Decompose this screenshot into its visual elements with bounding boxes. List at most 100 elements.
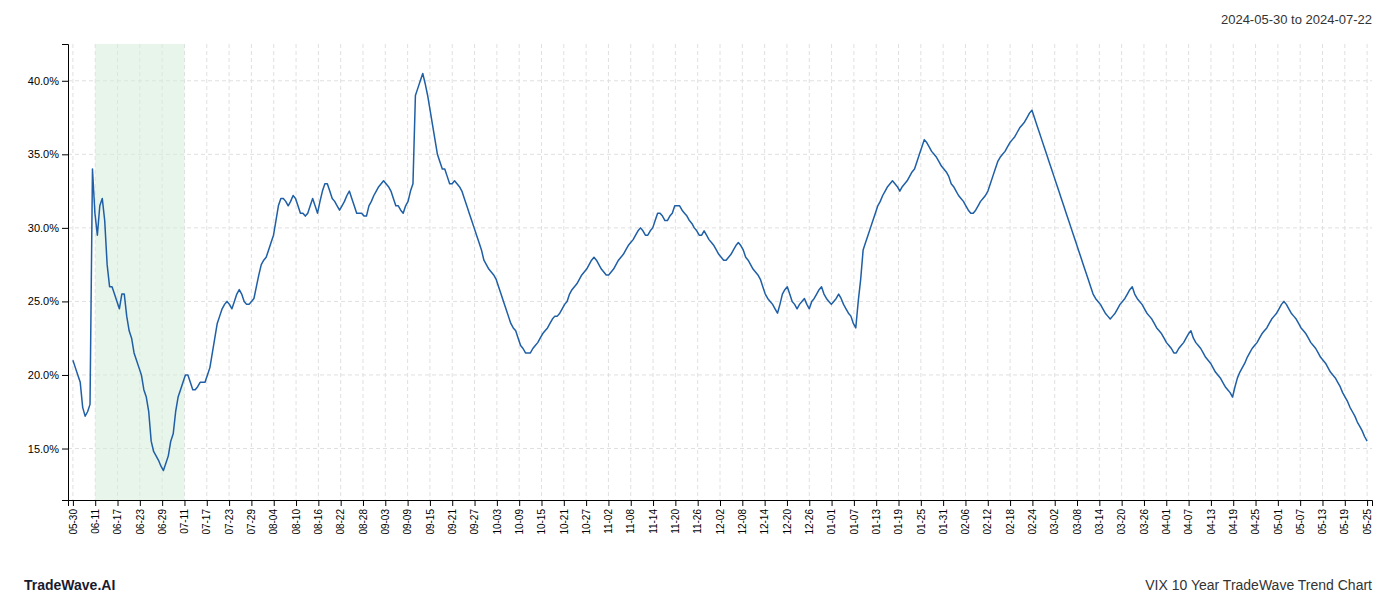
x-tick-label: 11-20 [670, 509, 681, 534]
x-tick-label: 06-23 [135, 509, 146, 535]
x-tick-label: 05-25 [1362, 509, 1373, 535]
x-tick: 07-17 [201, 500, 212, 535]
y-tick-mark [62, 228, 68, 229]
x-tick-mark [1055, 500, 1056, 506]
x-tick-label: 12-26 [804, 509, 815, 535]
y-tick-mark [62, 375, 68, 376]
x-tick-label: 05-13 [1317, 509, 1328, 535]
grid-line-y [68, 154, 1372, 155]
x-tick-label: 10-27 [581, 509, 592, 535]
x-tick-mark [765, 500, 766, 506]
x-tick-mark [318, 500, 319, 506]
y-tick-mark [62, 301, 68, 302]
x-tick-mark [363, 500, 364, 506]
grid-line-x [1077, 44, 1078, 500]
x-tick: 07-11 [179, 500, 190, 534]
grid-line-x [1188, 44, 1189, 500]
x-tick-mark [876, 500, 877, 506]
x-tick: 12-08 [737, 500, 748, 535]
x-tick: 09-27 [469, 500, 480, 535]
x-tick-label: 02-12 [982, 509, 993, 535]
x-tick-label: 04-01 [1161, 509, 1172, 535]
grid-line-x [1233, 44, 1234, 500]
x-tick-mark [1211, 500, 1212, 506]
x-axis-line [69, 501, 1373, 507]
x-tick-mark [1278, 500, 1279, 506]
x-tick: 09-09 [402, 500, 413, 535]
x-tick-mark [162, 500, 163, 506]
x-tick-mark [809, 500, 810, 506]
x-tick: 09-03 [380, 500, 391, 535]
x-tick-label: 08-28 [358, 509, 369, 535]
grid-line-x [1010, 44, 1011, 500]
x-tick-label: 02-24 [1027, 509, 1038, 535]
grid-line-x [385, 44, 386, 500]
y-tick-label: 30.0% [28, 222, 59, 234]
y-tick: 25.0% [28, 295, 68, 307]
x-tick: 04-19 [1228, 500, 1239, 535]
x-tick: 03-26 [1139, 500, 1150, 535]
x-tick: 01-19 [893, 500, 904, 535]
grid-line-x [675, 44, 676, 500]
x-tick-label: 08-04 [268, 509, 279, 535]
x-tick-label: 03-20 [1116, 509, 1127, 535]
x-tick: 02-12 [982, 500, 993, 535]
x-tick-label: 02-06 [960, 509, 971, 535]
x-tick-mark [1077, 500, 1078, 506]
x-tick: 03-02 [1049, 500, 1060, 535]
grid-line-x [653, 44, 654, 500]
x-tick: 01-07 [849, 500, 860, 535]
x-tick: 08-22 [335, 500, 346, 535]
grid-line-x [407, 44, 408, 500]
x-tick-label: 07-23 [224, 509, 235, 535]
grid-line-x [965, 44, 966, 500]
x-tick-label: 04-07 [1183, 509, 1194, 535]
x-tick-mark [943, 500, 944, 506]
grid-line-x [519, 44, 520, 500]
grid-line-x [296, 44, 297, 500]
x-tick-label: 12-14 [759, 509, 770, 535]
x-tick: 10-03 [492, 500, 503, 535]
footer-right: VIX 10 Year TradeWave Trend Chart [1145, 577, 1372, 593]
x-tick: 06-11 [90, 500, 101, 534]
x-tick-mark [385, 500, 386, 506]
y-tick: 30.0% [28, 222, 68, 234]
x-tick: 11-20 [670, 500, 681, 534]
x-tick: 06-23 [135, 500, 146, 535]
x-tick-mark [73, 500, 74, 506]
grid-line-x [72, 44, 73, 500]
chart: 05-3006-1106-1706-2306-2907-1107-1707-23… [0, 0, 1400, 600]
x-tick-mark [1144, 500, 1145, 506]
x-tick-label: 07-29 [246, 509, 257, 535]
x-axis: 05-3006-1106-1706-2306-2907-1107-1707-23… [68, 500, 1373, 535]
x-tick-mark [1189, 500, 1190, 506]
x-tick-label: 09-15 [425, 509, 436, 535]
x-tick-label: 01-25 [916, 509, 927, 535]
grid-line-x [987, 44, 988, 500]
x-tick-mark [541, 500, 542, 506]
grid-line-x [362, 44, 363, 500]
x-tick-label: 01-01 [826, 509, 837, 535]
x-tick: 07-29 [246, 500, 257, 535]
x-tick: 05-19 [1339, 500, 1350, 535]
x-tick: 11-14 [648, 500, 659, 534]
grid-line-x [541, 44, 542, 500]
x-tick-label: 01-19 [893, 509, 904, 535]
x-tick-label: 01-13 [871, 509, 882, 535]
x-tick-mark [341, 500, 342, 506]
y-tick-label: 15.0% [28, 443, 59, 455]
x-tick: 01-01 [826, 500, 837, 535]
x-tick-label: 08-22 [335, 509, 346, 535]
grid-line-x [1166, 44, 1167, 500]
x-tick-mark [564, 500, 565, 506]
y-tick-label: 20.0% [28, 369, 59, 381]
plot-area [73, 44, 1367, 500]
grid-line-x [474, 44, 475, 500]
x-tick: 03-08 [1072, 500, 1083, 535]
y-tick-label: 25.0% [28, 295, 59, 307]
x-tick: 10-09 [514, 500, 525, 535]
grid-line-x [1054, 44, 1055, 500]
grid-line-x [318, 44, 319, 500]
x-tick-label: 01-31 [938, 509, 949, 535]
x-tick-label: 04-19 [1228, 509, 1239, 535]
